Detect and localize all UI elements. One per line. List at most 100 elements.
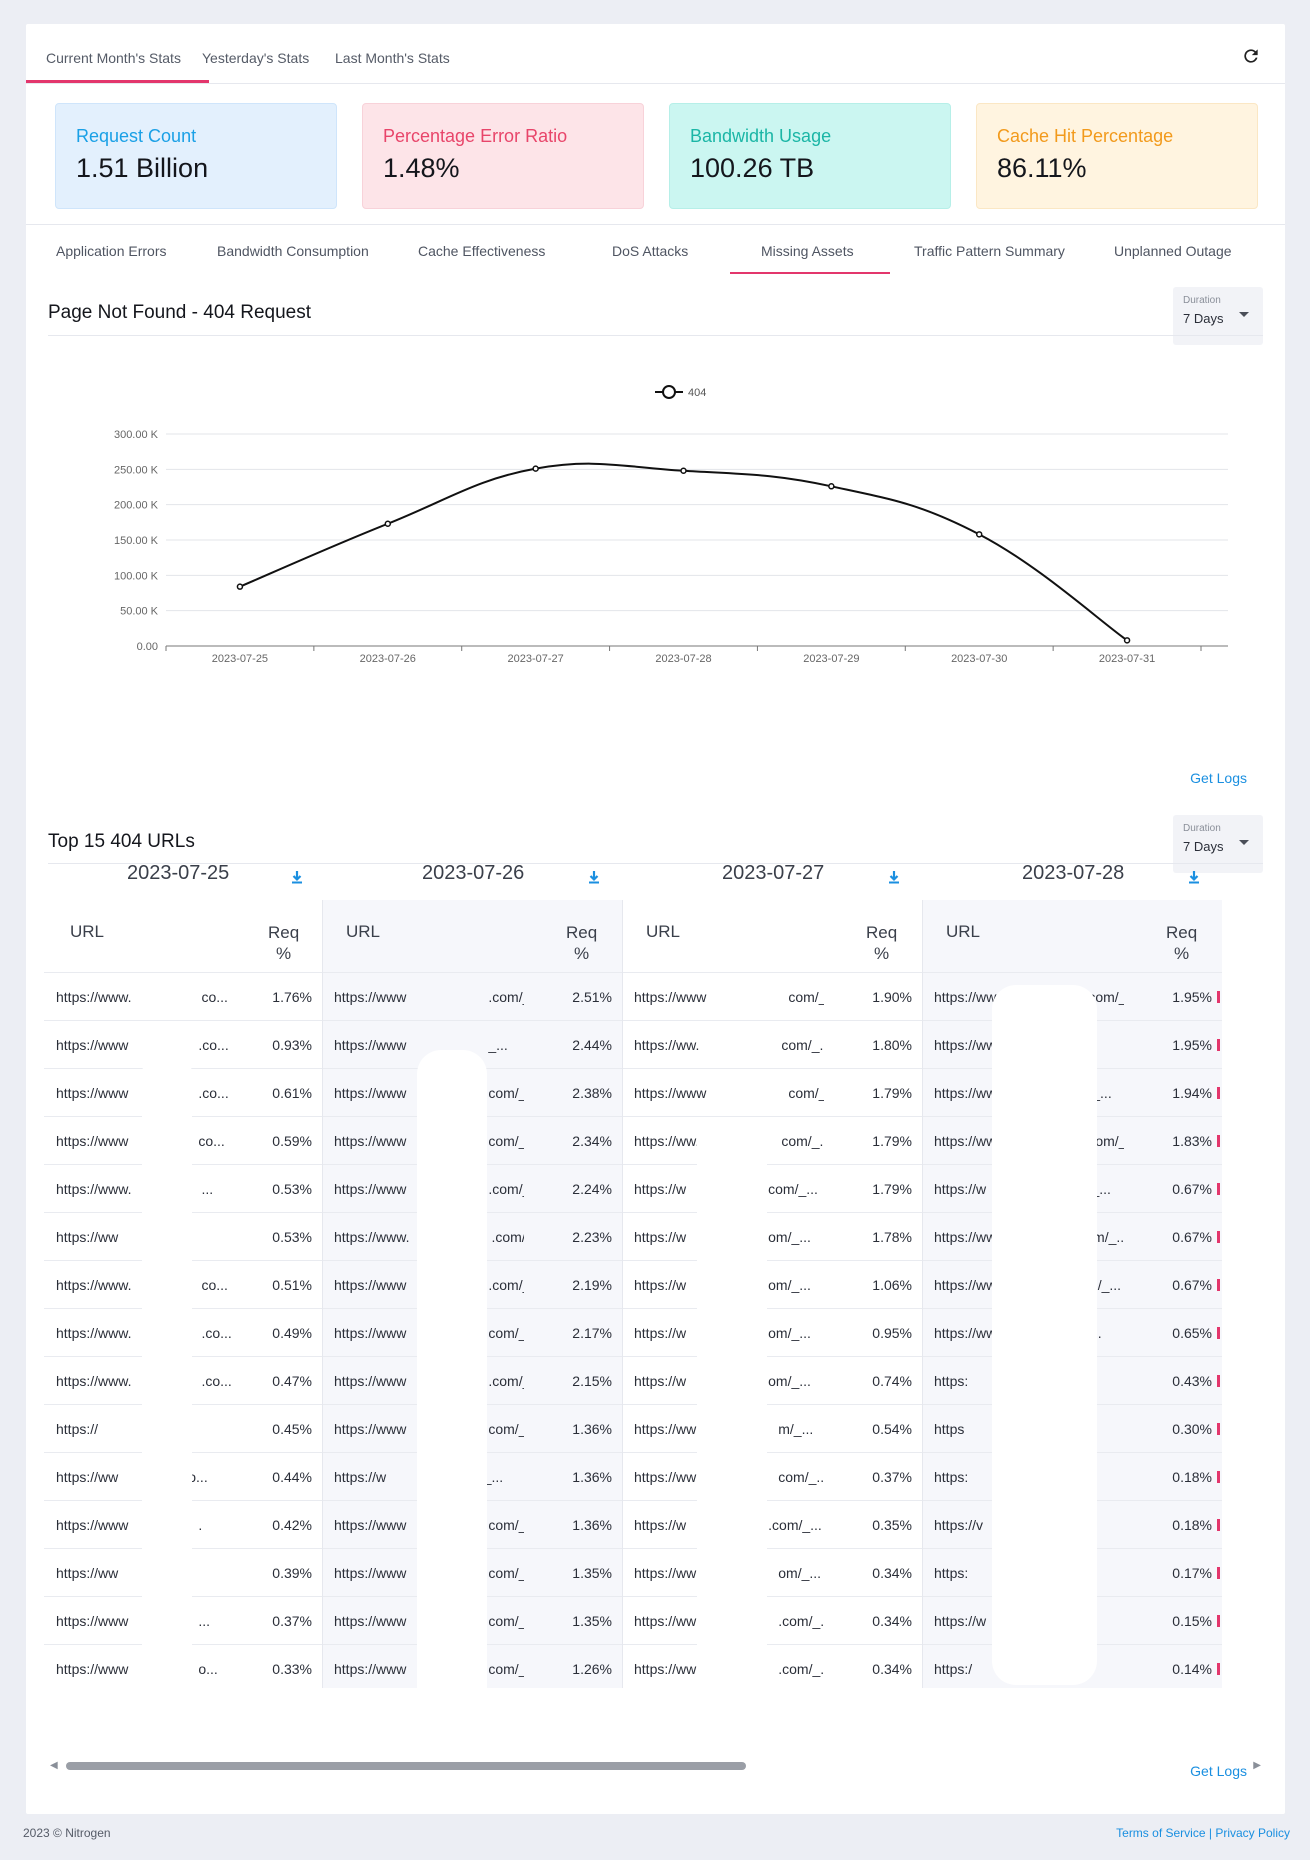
table-row[interactable]: https://www .com/_... 2.51% (322, 972, 622, 1020)
url-cell[interactable]: https://ww (56, 1565, 246, 1581)
url-cell[interactable]: https://www. .co... (56, 1325, 246, 1341)
table-row[interactable]: https://w om/_... 0.95% (622, 1308, 922, 1356)
table-row[interactable]: https://w .com/_... 0.35% (622, 1500, 922, 1548)
url-cell[interactable]: https://www _... (334, 1037, 524, 1053)
url-cell[interactable]: https://www. .com/_... (334, 1229, 524, 1245)
column-header-req[interactable]: Req% (268, 922, 299, 964)
url-cell[interactable]: https://ww com/_... (634, 1469, 824, 1485)
url-cell[interactable]: https://www. (56, 1517, 246, 1533)
tab-dos-attacks[interactable]: DoS Attacks (612, 243, 689, 259)
url-cell[interactable]: https://www com/_... (334, 1133, 524, 1149)
url-cell[interactable]: https://www com/_... (334, 1421, 524, 1437)
url-cell[interactable]: https://ww m/_... (634, 1421, 824, 1437)
table-row[interactable]: https://www .co... 0.93% (44, 1020, 322, 1068)
table-row[interactable]: https://www com/_... 1.36% (322, 1500, 622, 1548)
table-row[interactable]: https://ww m/_... 0.54% (622, 1404, 922, 1452)
privacy-link[interactable]: Privacy Policy (1215, 1826, 1290, 1840)
tab-bandwidth-consumption[interactable]: Bandwidth Consumption (217, 243, 369, 259)
url-cell[interactable]: https://www.... (56, 1181, 246, 1197)
tab-unplanned-outage[interactable]: Unplanned Outage (1114, 243, 1232, 259)
url-cell[interactable]: https://ww o... (56, 1469, 246, 1485)
url-cell[interactable]: https://www com/_... (934, 1133, 1124, 1149)
table-row[interactable]: https://www com/_... 1.35% (322, 1596, 622, 1644)
url-cell[interactable]: https://w om/_... (634, 1229, 824, 1245)
url-cell[interactable]: https://ww.com/_... (634, 1037, 824, 1053)
url-cell[interactable]: https://w om/_... (634, 1277, 824, 1293)
table-row[interactable]: https://www com/_... 1.36% (322, 1404, 622, 1452)
url-cell[interactable]: https://ww.com/_... (634, 1133, 824, 1149)
url-cell[interactable]: https://w com/_... (634, 1181, 824, 1197)
url-cell[interactable]: https://ww.com/_... (634, 1613, 824, 1629)
table-row[interactable]: https://www. 0.42% (44, 1500, 322, 1548)
table-row[interactable]: https://www. .co... 0.47% (44, 1356, 322, 1404)
column-header-req[interactable]: Req% (1166, 922, 1197, 964)
url-cell[interactable]: https://www .com/_... (334, 1181, 524, 1197)
table-row[interactable]: https://ww .com/_... 0.34% (622, 1596, 922, 1644)
table-row[interactable]: https://ww. com/_... 1.80% (622, 1020, 922, 1068)
url-cell[interactable]: https://www com/_... (334, 1565, 524, 1581)
table-row[interactable]: https://www. co... 0.51% (44, 1260, 322, 1308)
download-icon[interactable] (887, 870, 901, 884)
table-row[interactable]: https://www .co... 0.61% (44, 1068, 322, 1116)
url-cell[interactable]: https://www .com/_... (334, 1373, 524, 1389)
column-header-req[interactable]: Req% (866, 922, 897, 964)
table-row[interactable]: https://w om/_... 1.78% (622, 1212, 922, 1260)
url-cell[interactable]: https://www .com/_... (334, 1277, 524, 1293)
url-cell[interactable]: https://www com/_... (334, 1661, 524, 1677)
get-logs-table-link[interactable]: Get Logs (1190, 1763, 1247, 1779)
tab-last-month[interactable]: Last Month's Stats (335, 50, 450, 66)
table-row[interactable]: https://w om/_... 0.74% (622, 1356, 922, 1404)
url-cell[interactable]: https://ww om/_... (634, 1565, 824, 1581)
url-cell[interactable]: https://ww.com/_... (634, 1661, 824, 1677)
url-cell[interactable]: https://www com/_... (634, 989, 824, 1005)
refresh-icon[interactable] (1241, 46, 1261, 66)
url-cell[interactable]: https://www com/_... (934, 989, 1124, 1005)
table-row[interactable]: https://w com/_... 1.79% (622, 1164, 922, 1212)
chart-duration-select[interactable]: Duration 7 Days (1173, 287, 1263, 345)
url-cell[interactable]: https://www... (56, 1613, 246, 1629)
url-cell[interactable]: https://www .com/_... (334, 989, 524, 1005)
download-icon[interactable] (587, 870, 601, 884)
url-cell[interactable]: https://www. .co... (56, 1373, 246, 1389)
url-cell[interactable]: https://www.co... (56, 1085, 246, 1101)
horizontal-scrollbar[interactable]: ◀ ▶ (48, 1759, 1263, 1771)
tab-missing-assets[interactable]: Missing Assets (761, 243, 854, 259)
table-row[interactable]: https://www com/_... 1.79% (622, 1068, 922, 1116)
table-row[interactable]: https://w om/_... 1.06% (622, 1260, 922, 1308)
table-row[interactable]: https://www com/_... 1.83% (922, 1116, 1222, 1164)
table-row[interactable]: https://ww. com/_... 1.79% (622, 1116, 922, 1164)
url-cell[interactable]: https://www com/_... (334, 1613, 524, 1629)
url-cell[interactable]: https://w om/_... (634, 1325, 824, 1341)
tab-traffic-pattern-summary[interactable]: Traffic Pattern Summary (914, 243, 1065, 259)
table-row[interactable]: https://ww .com/_... 0.34% (622, 1644, 922, 1688)
scroll-right-icon[interactable]: ▶ (1253, 1760, 1261, 1771)
table-row[interactable]: https://www. .co... 0.49% (44, 1308, 322, 1356)
table-row[interactable]: https://ww com/_... 0.37% (622, 1452, 922, 1500)
url-cell[interactable]: https://www com/_... (334, 1325, 524, 1341)
url-cell[interactable]: https://www com/_... (334, 1517, 524, 1533)
url-cell[interactable]: https://www com/_... (334, 1085, 524, 1101)
url-cell[interactable]: https://www.co... (56, 1277, 246, 1293)
tab-cache-effectiveness[interactable]: Cache Effectiveness (418, 243, 546, 259)
tab-current-month[interactable]: Current Month's Stats (46, 50, 181, 66)
table-row[interactable]: https://www. co... 1.76% (44, 972, 322, 1020)
url-cell[interactable]: https://www o... (56, 1661, 246, 1677)
get-logs-chart-link[interactable]: Get Logs (1190, 770, 1247, 786)
table-row[interactable]: https://www _... 2.44% (322, 1020, 622, 1068)
table-row[interactable]: https://ww om/_... 0.34% (622, 1548, 922, 1596)
url-cell[interactable]: https://www.co... (56, 1037, 246, 1053)
table-row[interactable]: https://www com/_... 1.90% (622, 972, 922, 1020)
url-cell[interactable]: https://w .com/_... (634, 1517, 824, 1533)
url-cell[interactable]: https://w om/_... (634, 1373, 824, 1389)
download-icon[interactable] (1187, 870, 1201, 884)
scroll-thumb[interactable] (66, 1762, 746, 1770)
url-cell[interactable]: https://www com/_... (634, 1085, 824, 1101)
url-cell[interactable]: https://www.co... (56, 989, 246, 1005)
column-header-req[interactable]: Req% (566, 922, 597, 964)
tab-application-errors[interactable]: Application Errors (56, 243, 167, 259)
url-cell[interactable]: https://www co... (56, 1133, 246, 1149)
terms-link[interactable]: Terms of Service (1116, 1826, 1206, 1840)
download-icon[interactable] (290, 870, 304, 884)
scroll-left-icon[interactable]: ◀ (50, 1760, 58, 1771)
tab-yesterday[interactable]: Yesterday's Stats (202, 50, 310, 66)
